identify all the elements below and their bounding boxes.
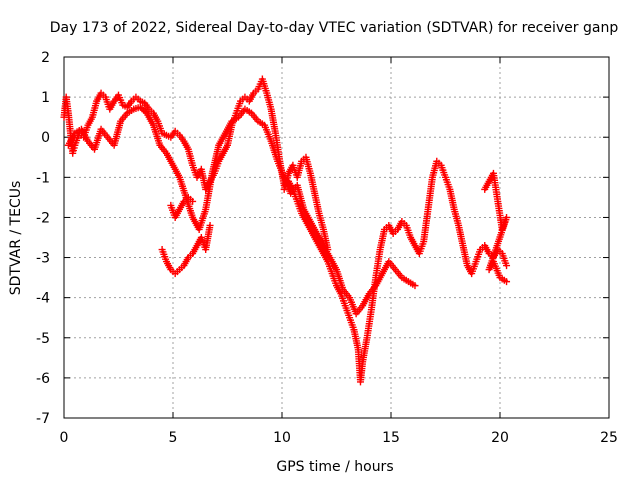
series-segment-near-5-6h — [167, 193, 197, 221]
y-tick-label: -1 — [36, 170, 50, 186]
grid-lines — [64, 57, 609, 418]
plot-frame — [63, 56, 610, 419]
y-tick-label: -3 — [36, 251, 50, 267]
data-point — [411, 282, 419, 290]
y-tick-label: -2 — [36, 210, 50, 226]
data-point — [189, 197, 197, 205]
y-tick-label: 1 — [41, 90, 50, 106]
y-tick-label: -7 — [36, 411, 50, 427]
series-segment-near-10-12h — [280, 153, 332, 254]
series-late-segment-near-19-20h — [481, 169, 511, 286]
y-tick-labels: 2 1 0 -1 -2 -3 -4 -5 -6 -7 — [36, 50, 50, 427]
y-tick-label: -6 — [36, 371, 50, 387]
x-tick-label: 0 — [60, 430, 69, 446]
y-tick-label: 2 — [41, 50, 50, 66]
data-marks — [60, 75, 511, 386]
x-tick-label: 15 — [382, 430, 400, 446]
data-point — [503, 262, 511, 270]
series-main-trace — [60, 75, 511, 386]
x-tick-label: 10 — [273, 430, 291, 446]
data-point — [503, 278, 511, 286]
x-tick-labels: 0 5 10 15 20 25 — [60, 430, 618, 446]
series-lower-segment-near-5h — [158, 221, 214, 278]
data-point — [206, 221, 214, 229]
y-axis-label: SDTVAR / TECUs — [8, 181, 24, 296]
data-point — [324, 246, 332, 254]
y-tick-label: 0 — [41, 130, 50, 146]
y-tick-label: -5 — [36, 331, 50, 347]
series-secondary-trace — [64, 103, 419, 318]
x-tick-label: 5 — [169, 430, 178, 446]
y-tick-label: -4 — [36, 291, 50, 307]
x-axis-label: GPS time / hours — [276, 459, 393, 475]
x-tick-label: 25 — [600, 430, 618, 446]
chart-title: Day 173 of 2022, Sidereal Day-to-day VTE… — [50, 20, 619, 36]
x-tick-label: 20 — [491, 430, 509, 446]
